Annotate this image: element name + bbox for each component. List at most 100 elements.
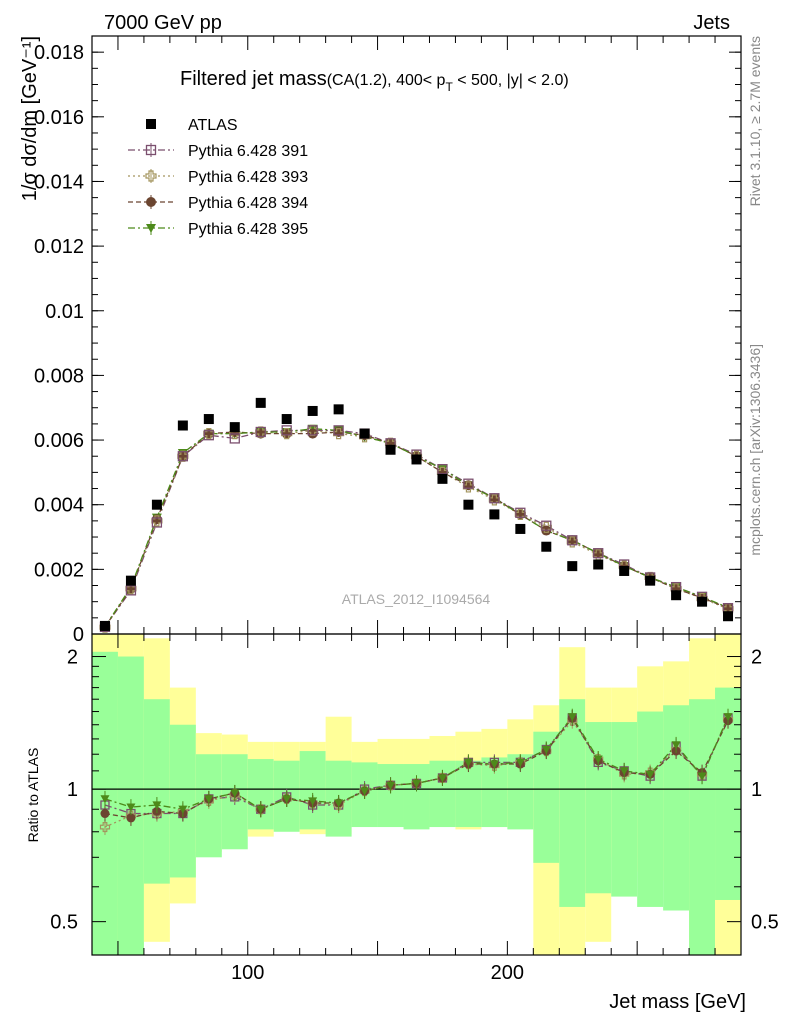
main-point-series-0 bbox=[593, 559, 604, 570]
main-point-series-0 bbox=[99, 620, 110, 631]
main-y-tick-label: 0.018 bbox=[34, 42, 84, 64]
chart-subtitle-post: < 500, |y| < 2.0) bbox=[453, 72, 569, 89]
main-point-series-0 bbox=[203, 414, 214, 425]
ratio-point-series-3 bbox=[489, 760, 499, 769]
ratio-band-inner bbox=[143, 699, 170, 884]
ratio-point-series-3 bbox=[645, 770, 655, 779]
main-point-series-1 bbox=[151, 517, 163, 528]
chart-subtitle-pre: (CA(1.2), 400< p bbox=[327, 72, 446, 89]
ratio-point-series-3 bbox=[386, 781, 396, 790]
ratio-point-series-3 bbox=[152, 801, 162, 810]
ratio-point-series-3 bbox=[723, 713, 733, 722]
main-point-series-0 bbox=[229, 422, 240, 433]
main-point-series-1 bbox=[567, 535, 578, 546]
legend-marker bbox=[146, 197, 156, 207]
ratio-point-series-1 bbox=[99, 821, 111, 833]
main-point-series-0 bbox=[281, 414, 292, 425]
ratio-band-inner bbox=[299, 751, 326, 830]
main-point-series-1 bbox=[281, 425, 292, 436]
main-point-series-1 bbox=[593, 548, 604, 559]
chart-title-main: Filtered jet mass bbox=[180, 68, 327, 90]
main-point-series-0 bbox=[411, 454, 422, 465]
ratio-point-series-3 bbox=[567, 713, 577, 722]
main-point-series-0 bbox=[437, 473, 448, 484]
ratio-band-inner bbox=[377, 764, 404, 828]
main-point-series-0 bbox=[255, 397, 266, 408]
x-tick-label: 100 bbox=[231, 962, 264, 984]
main-point-series-3 bbox=[307, 428, 318, 439]
ratio-y-tick-label-left: 1 bbox=[67, 779, 78, 801]
ratio-band-inner bbox=[169, 724, 196, 878]
main-y-tick-label: 0.016 bbox=[34, 107, 84, 129]
main-point-series-0 bbox=[385, 444, 396, 455]
main-point-series-1 bbox=[463, 478, 474, 489]
legend-marker bbox=[145, 170, 157, 182]
main-point-series-0 bbox=[307, 405, 318, 416]
main-point-series-1 bbox=[229, 433, 240, 444]
main-point-series-0 bbox=[463, 499, 474, 510]
main-point-series-0 bbox=[567, 561, 578, 572]
ratio-y-tick-label-right: 2 bbox=[751, 647, 762, 669]
ratio-frame bbox=[91, 633, 742, 956]
axes-frames: 0 0.002 0.004 0.006 0.008 0.01 0.012 0.014 0.016… bbox=[34, 35, 779, 984]
ratio-point-series-3 bbox=[671, 741, 681, 750]
x-tick-label: 200 bbox=[491, 962, 524, 984]
legend-marker bbox=[146, 119, 156, 129]
ratio-point-series-3 bbox=[100, 795, 110, 804]
main-point-series-3 bbox=[281, 428, 292, 439]
ratio-point-series-3 bbox=[178, 805, 188, 814]
legend-label: Pythia 6.428 394 bbox=[188, 195, 308, 212]
main-series-points bbox=[99, 397, 734, 633]
main-point-series-0 bbox=[177, 420, 188, 431]
ratio-point-series-3 bbox=[126, 803, 136, 812]
main-y-tick-label: 0.006 bbox=[34, 430, 84, 452]
ratio-point-series-3 bbox=[334, 799, 344, 808]
ratio-band-inner bbox=[585, 722, 612, 894]
analysis-watermark: ATLAS_2012_I1094564 bbox=[342, 591, 491, 607]
ratio-point-series-3 bbox=[697, 772, 707, 781]
main-point-series-1 bbox=[541, 520, 552, 531]
main-y-tick-label: 0.01 bbox=[45, 301, 84, 323]
main-point-series-0 bbox=[697, 596, 708, 607]
ratio-point-series-3 bbox=[230, 789, 240, 798]
mcplots-source-label: mcplots.cern.ch [arXiv:1306.3436] bbox=[747, 344, 763, 556]
ratio-error-bands bbox=[92, 634, 741, 955]
main-point-series-1 bbox=[177, 451, 189, 462]
main-point-series-0 bbox=[489, 509, 500, 520]
ratio-point-series-3 bbox=[515, 758, 525, 767]
ratio-point-series-2 bbox=[126, 813, 136, 823]
x-axis-title: Jet mass [GeV] bbox=[609, 991, 746, 1013]
main-point-series-0 bbox=[151, 499, 162, 510]
header-right-label: Jets bbox=[693, 12, 730, 34]
ratio-band-inner bbox=[689, 699, 716, 955]
ratio-point-series-3 bbox=[308, 797, 318, 806]
ratio-band-inner bbox=[663, 705, 690, 911]
header-left-label: 7000 GeV pp bbox=[104, 12, 222, 34]
ratio-point-series-3 bbox=[437, 774, 447, 783]
ratio-y-tick-label-left: 2 bbox=[67, 647, 78, 669]
ratio-band-inner bbox=[559, 699, 586, 907]
main-point-series-1 bbox=[125, 585, 137, 596]
main-point-series-0 bbox=[125, 575, 136, 586]
legend-marker bbox=[145, 144, 157, 156]
legend-label: Pythia 6.428 391 bbox=[188, 143, 308, 160]
main-point-series-1 bbox=[515, 507, 526, 518]
ratio-point-series-3 bbox=[256, 805, 266, 814]
main-point-series-0 bbox=[723, 611, 734, 622]
ratio-point-series-3 bbox=[619, 767, 629, 776]
ratio-point-series-2 bbox=[100, 809, 110, 819]
main-y-tick-label: 0.014 bbox=[34, 171, 84, 193]
main-y-axis-title: 1/σ dσ/dm [GeV⁻¹] bbox=[19, 36, 41, 201]
ratio-y-tick-label-right: 1 bbox=[751, 779, 762, 801]
chart-subtitle-sub: T bbox=[445, 80, 453, 94]
ratio-series-points bbox=[99, 708, 734, 836]
legend: ATLAS Pythia 6.428 391 Pythia 6.428 393 Pyt… bbox=[128, 117, 308, 238]
main-y-tick-label: 0.004 bbox=[34, 495, 84, 517]
legend-label: Pythia 6.428 395 bbox=[188, 221, 308, 238]
main-point-series-0 bbox=[515, 523, 526, 534]
ratio-point-series-3 bbox=[412, 779, 421, 788]
main-point-series-0 bbox=[671, 590, 682, 601]
legend-label: Pythia 6.428 393 bbox=[188, 169, 308, 186]
